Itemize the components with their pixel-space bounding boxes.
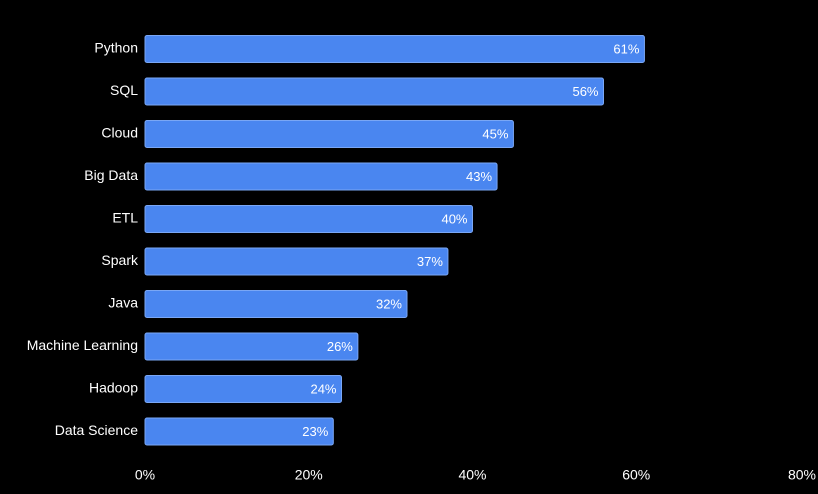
bars-group: [144, 35, 645, 446]
category-label-sql: SQL: [110, 82, 138, 98]
value-label-python: 61%: [613, 41, 639, 56]
x-tick-labels-group: 0% 20% 40% 60% 80%: [135, 467, 816, 483]
category-label-big-data: Big Data: [84, 167, 138, 183]
bar-cloud: [144, 120, 514, 148]
bar-machine-learning: [144, 332, 359, 361]
category-label-cloud: Cloud: [101, 125, 138, 141]
value-label-big-data: 43%: [466, 169, 492, 184]
value-label-machine-learning: 26%: [327, 339, 353, 354]
x-tick-label-20: 20%: [295, 467, 323, 483]
bar-etl: [144, 205, 473, 233]
x-tick-label-80: 80%: [788, 467, 816, 483]
bar-big-data: [144, 162, 498, 191]
value-label-spark: 37%: [417, 254, 443, 269]
bar-python: [144, 35, 645, 63]
category-label-machine-learning: Machine Learning: [27, 337, 138, 353]
bar-hadoop: [144, 375, 342, 403]
x-tick-label-0: 0%: [135, 467, 155, 483]
category-label-java: Java: [108, 295, 138, 311]
value-label-sql: 56%: [572, 84, 598, 99]
bar-sql: [144, 77, 604, 106]
category-label-data-science: Data Science: [55, 422, 138, 438]
category-label-python: Python: [94, 40, 138, 56]
category-label-hadoop: Hadoop: [89, 380, 138, 396]
value-label-data-science: 23%: [302, 424, 328, 439]
category-label-spark: Spark: [101, 252, 139, 268]
bar-data-science: [144, 417, 334, 446]
bar-java: [144, 290, 408, 318]
category-label-etl: ETL: [112, 210, 138, 226]
category-labels-group: Python SQL Cloud Big Data ETL Spark Java Machin…: [27, 40, 139, 439]
value-label-cloud: 45%: [482, 126, 508, 141]
x-tick-label-40: 40%: [458, 467, 486, 483]
value-label-java: 32%: [376, 296, 402, 311]
bar-spark: [144, 247, 449, 276]
value-labels-group: 61% 56% 45% 43% 40% 37% 32% 26% 24% 23%: [302, 41, 640, 439]
x-tick-label-60: 60%: [622, 467, 650, 483]
value-label-hadoop: 24%: [310, 381, 336, 396]
value-label-etl: 40%: [441, 211, 467, 226]
